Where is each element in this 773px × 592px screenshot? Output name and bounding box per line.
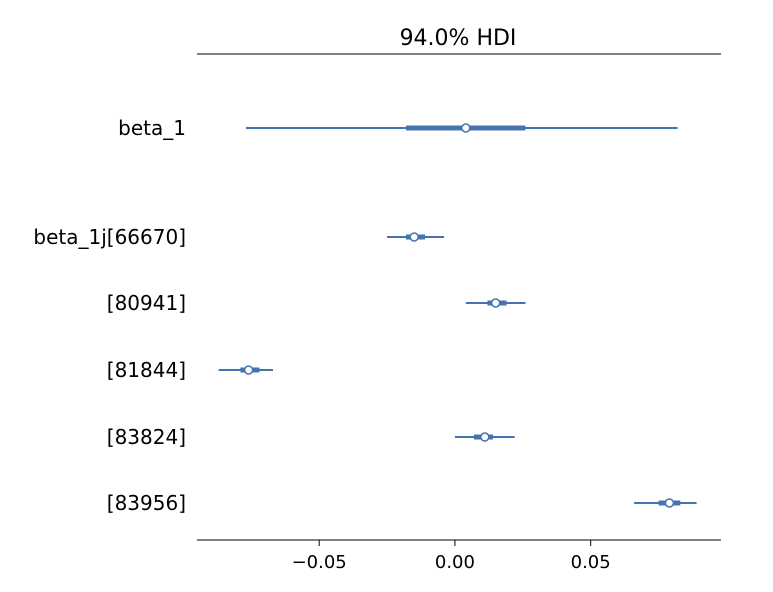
row-label: [81844] xyxy=(107,358,186,382)
x-tick-label: 0.05 xyxy=(571,552,611,573)
row-label: [80941] xyxy=(107,291,186,315)
median-point xyxy=(243,365,254,375)
median-point xyxy=(461,123,471,133)
x-tick-label: 0.00 xyxy=(435,552,475,573)
x-axis-ticks: −0.05 0.00 0.05 xyxy=(292,540,611,573)
median-point xyxy=(664,498,675,508)
row-labels: beta_1 beta_1j[66670] [80941] [81844] [83824… xyxy=(33,116,186,515)
row-label: [83956] xyxy=(107,491,186,515)
row-label: beta_1j[66670] xyxy=(33,225,186,249)
median-point xyxy=(409,232,419,242)
median-point xyxy=(480,432,490,442)
hdi-marks xyxy=(218,123,697,508)
row-label: beta_1 xyxy=(118,116,186,140)
x-tick-label: −0.05 xyxy=(292,552,347,573)
row-label: [83824] xyxy=(107,425,186,449)
median-point xyxy=(490,298,501,308)
chart-title: 94.0% HDI xyxy=(400,26,517,51)
